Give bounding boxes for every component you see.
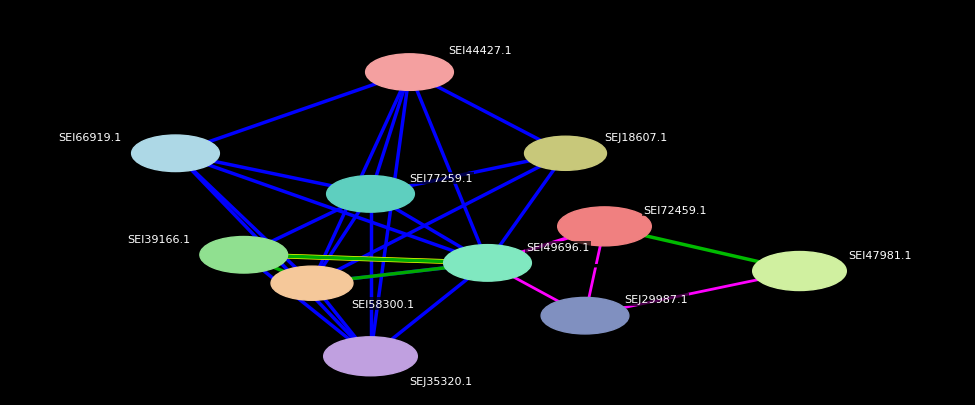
Circle shape (271, 266, 353, 301)
Circle shape (525, 137, 606, 171)
Text: SEI77259.1: SEI77259.1 (410, 173, 473, 183)
Text: SEI66919.1: SEI66919.1 (58, 133, 122, 143)
Text: SEI58300.1: SEI58300.1 (351, 299, 414, 309)
Text: SEI72459.1: SEI72459.1 (644, 206, 707, 215)
Circle shape (200, 237, 288, 273)
Circle shape (558, 207, 651, 246)
Circle shape (324, 337, 417, 376)
Text: SEJ29987.1: SEJ29987.1 (624, 295, 687, 305)
Text: SEJ35320.1: SEJ35320.1 (410, 376, 473, 386)
Circle shape (444, 245, 531, 281)
Circle shape (753, 252, 846, 291)
Circle shape (327, 176, 414, 213)
Circle shape (366, 55, 453, 91)
Text: SEI49696.1: SEI49696.1 (526, 242, 590, 252)
Text: SEI44427.1: SEI44427.1 (448, 46, 512, 55)
Text: SEI47981.1: SEI47981.1 (848, 250, 912, 260)
Circle shape (541, 298, 629, 334)
Circle shape (132, 136, 219, 172)
Text: SEI39166.1: SEI39166.1 (127, 234, 190, 244)
Text: SEJ18607.1: SEJ18607.1 (604, 133, 668, 143)
